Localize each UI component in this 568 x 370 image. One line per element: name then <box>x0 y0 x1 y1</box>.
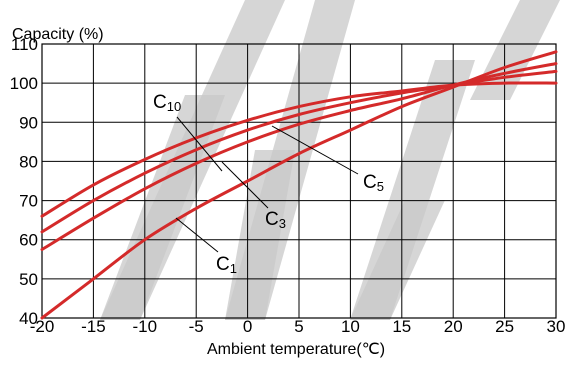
x-tick-label: 15 <box>392 317 411 336</box>
x-axis-label: Ambient temperature(℃) <box>207 341 385 358</box>
series-leader-c1 <box>175 217 219 253</box>
series-label-c10: C10 <box>153 92 181 114</box>
series-line-c1 <box>40 50 558 320</box>
series-label-c5: C5 <box>363 172 384 194</box>
plot-frame <box>41 43 557 319</box>
y-tick-label: 60 <box>19 231 38 250</box>
series-leader-c3 <box>221 161 269 209</box>
watermark-stroke-1 <box>100 95 225 320</box>
series-label-c3: C3 <box>265 209 286 231</box>
x-tick-label: 30 <box>547 317 566 336</box>
x-tick-label: 5 <box>294 317 303 336</box>
x-tick-label: 20 <box>444 317 463 336</box>
series-leader-c10 <box>176 116 223 172</box>
y-tick-label: 110 <box>11 35 38 54</box>
y-axis-label: Capacity (%) <box>12 26 104 43</box>
series-labels: C10 C5 C3 C1 <box>153 92 384 276</box>
y-tick-label: 100 <box>10 74 38 93</box>
x-tick-label: -20 <box>30 317 55 336</box>
y-tick-label: 70 <box>19 192 38 211</box>
y-tick-label: 50 <box>19 270 38 289</box>
series-leader-c5 <box>271 125 359 175</box>
y-tick-labels: 40 50 60 70 80 90 100 110 <box>10 35 38 328</box>
grid <box>41 43 557 319</box>
x-tick-label: -10 <box>133 317 158 336</box>
x-tick-label: 25 <box>495 317 514 336</box>
y-tick-label: 80 <box>19 152 38 171</box>
x-tick-labels: -20 -15 -10 -5 0 5 10 15 20 25 30 <box>30 317 566 336</box>
watermark-stroke-5 <box>350 200 445 320</box>
x-tick-label: -5 <box>189 317 204 336</box>
x-tick-label: -15 <box>81 317 106 336</box>
series-lines <box>40 50 558 320</box>
watermark-stroke-3 <box>225 150 295 320</box>
y-tick-label: 90 <box>19 113 38 132</box>
series-label-c1: C1 <box>216 254 237 276</box>
x-tick-label: 0 <box>243 317 252 336</box>
y-tick-label: 40 <box>19 309 38 328</box>
x-tick-label: 10 <box>341 317 360 336</box>
